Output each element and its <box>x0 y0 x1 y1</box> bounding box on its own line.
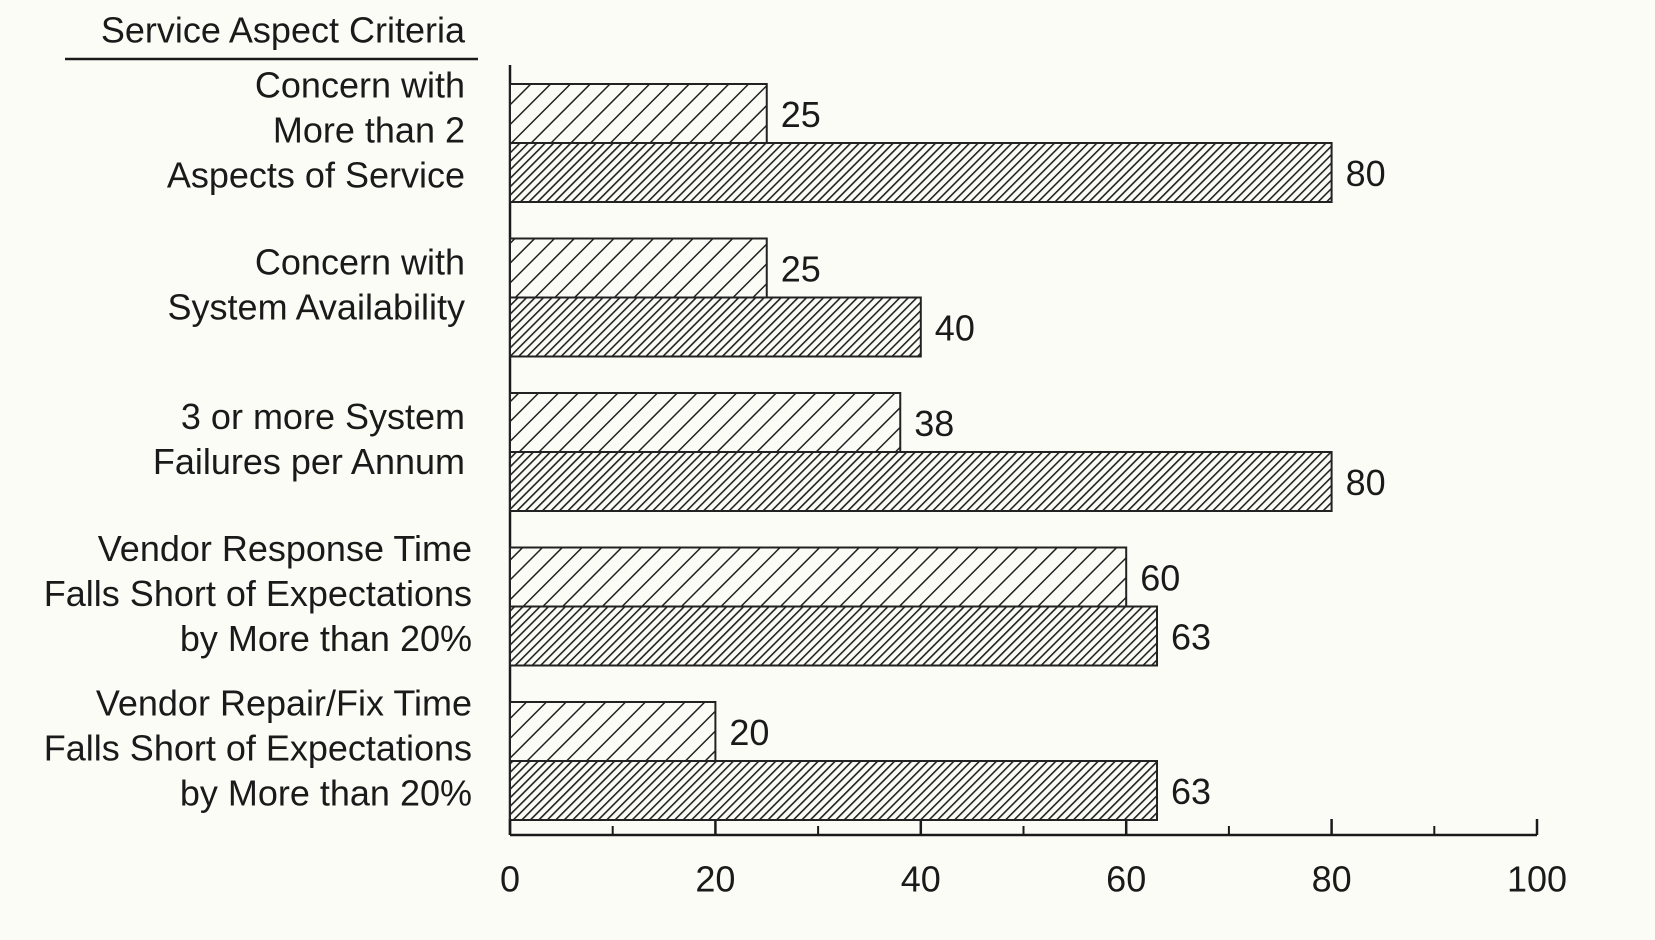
x-tick-label: 40 <box>901 859 941 900</box>
y-tick-label: Falls Short of Expectations <box>44 573 472 614</box>
y-tick-label: Failures per Annum <box>153 441 465 482</box>
value-label: 40 <box>935 308 975 349</box>
y-tick-label: Vendor Response Time <box>98 528 472 569</box>
x-tick-label: 100 <box>1507 859 1567 900</box>
x-tick-label: 80 <box>1312 859 1352 900</box>
bar <box>509 451 1333 512</box>
value-label: 25 <box>781 249 821 290</box>
bar <box>509 237 768 299</box>
bar <box>509 296 922 358</box>
y-tick-label: 3 or more System <box>181 396 465 437</box>
x-tick-label: 20 <box>695 859 735 900</box>
value-label: 20 <box>729 712 769 753</box>
bar <box>509 83 768 144</box>
x-tick-label: 60 <box>1106 859 1146 900</box>
value-label: 63 <box>1171 771 1211 812</box>
y-tick-label: by More than 20% <box>180 618 472 659</box>
bar <box>509 546 1128 608</box>
x-tick-label: 0 <box>500 859 520 900</box>
y-axis-title: Service Aspect Criteria <box>101 10 466 51</box>
value-label: 60 <box>1140 558 1180 599</box>
bar <box>509 605 1159 667</box>
bar <box>509 142 1333 203</box>
y-tick-label: Aspects of Service <box>167 155 465 196</box>
bar <box>509 701 717 762</box>
y-tick-label: Concern with <box>255 242 465 283</box>
y-tick-label: Falls Short of Expectations <box>44 728 472 769</box>
value-label: 25 <box>781 94 821 135</box>
y-tick-label: Concern with <box>255 65 465 106</box>
value-label: 80 <box>1346 462 1386 503</box>
y-tick-label: More than 2 <box>273 110 465 151</box>
value-label: 38 <box>914 403 954 444</box>
bar <box>509 392 902 453</box>
value-label: 80 <box>1346 153 1386 194</box>
y-tick-label: Vendor Repair/Fix Time <box>96 683 472 724</box>
y-tick-label: System Availability <box>168 287 465 328</box>
y-tick-label: by More than 20% <box>180 773 472 814</box>
value-label: 63 <box>1171 617 1211 658</box>
bar <box>509 760 1159 821</box>
